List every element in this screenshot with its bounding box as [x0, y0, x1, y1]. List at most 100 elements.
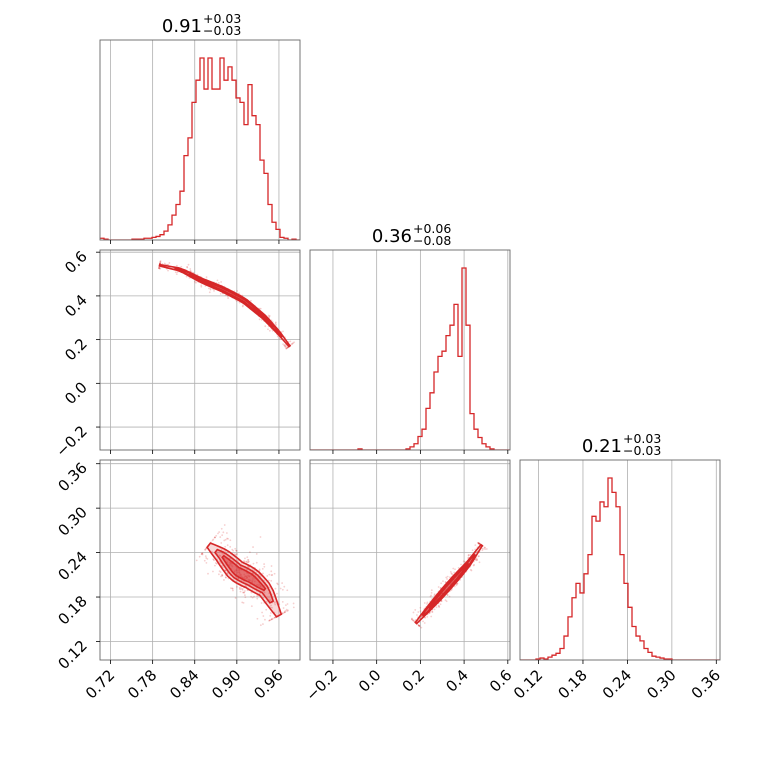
scatter-point: [229, 563, 232, 566]
scatter-point: [273, 572, 276, 575]
scatter-point: [285, 347, 288, 350]
scatter-point: [282, 607, 285, 609]
scatter-point: [477, 542, 480, 545]
scatter-point: [158, 266, 161, 269]
panel-frame: [99, 249, 301, 451]
scatter-point: [274, 587, 277, 590]
grid: [332, 250, 509, 450]
scatter-point: [241, 601, 244, 604]
contour-level-2: [427, 562, 470, 610]
scatter-point: [217, 573, 220, 576]
y-tick-label: 0.30: [54, 503, 90, 539]
scatter-point: [259, 585, 262, 588]
x-tick-label: 0.0: [355, 666, 385, 696]
scatter-point: [200, 553, 203, 556]
scatter-point: [250, 299, 252, 302]
scatter-point: [412, 611, 415, 614]
scatter-point: [272, 617, 274, 620]
scatter-point: [213, 559, 215, 562]
scatter-point: [412, 619, 415, 622]
scatter-point: [232, 589, 234, 592]
scatter-point: [281, 612, 284, 615]
scatter-point: [269, 612, 272, 614]
histogram-step-0: [100, 57, 300, 240]
scatter-point: [158, 267, 160, 270]
scatter-point: [163, 262, 166, 265]
grid: [100, 460, 300, 660]
y-tick-label: 0.24: [54, 548, 90, 584]
scatter-point: [262, 623, 264, 625]
scatter-point: [244, 590, 246, 592]
scatter-point: [251, 579, 254, 582]
scatter-point: [225, 532, 228, 534]
scatter-point: [201, 552, 203, 555]
scatter-point: [273, 616, 276, 619]
scatter-point: [220, 281, 223, 283]
title-value: 0.36: [372, 226, 412, 247]
scatter-point: [269, 619, 271, 622]
scatter-point: [433, 594, 436, 597]
scatter-point: [195, 281, 197, 284]
scatter-point: [269, 614, 272, 617]
panel-2-2: [519, 459, 721, 664]
scatter-point: [467, 556, 470, 559]
scatter-point: [274, 322, 277, 325]
scatter-point: [261, 594, 263, 597]
scatter-point: [426, 615, 429, 618]
scatter-point: [283, 344, 286, 347]
scatter-point: [234, 570, 236, 572]
scatter-point: [256, 595, 258, 597]
contours: [158, 263, 292, 348]
contours: [206, 542, 283, 618]
scatter-point: [474, 544, 477, 547]
scatter-point: [449, 576, 451, 579]
scatter-point: [229, 561, 231, 564]
scatter-point: [167, 269, 169, 272]
scatter-point: [285, 347, 288, 350]
scatter-point: [292, 602, 295, 605]
scatter-point: [231, 587, 234, 590]
scatter-point: [217, 532, 219, 535]
scatter-point: [433, 593, 436, 596]
scatter-point: [276, 335, 279, 338]
scatter-point: [284, 611, 286, 614]
scatter-point: [159, 260, 162, 263]
scatter-point: [477, 542, 480, 545]
scatter-point: [204, 555, 207, 558]
scatter-point: [251, 581, 253, 583]
scatter-point: [244, 557, 246, 560]
scatter-point: [240, 573, 242, 576]
scatter-point: [238, 574, 240, 577]
scatter-point: [205, 276, 208, 279]
scatter-point: [175, 273, 178, 276]
scatter-point: [230, 562, 232, 565]
scatter-point: [237, 577, 240, 580]
scatter-point: [269, 599, 272, 602]
scatter-point: [235, 569, 238, 572]
scatter-point: [214, 564, 216, 567]
scatter-point: [219, 292, 222, 295]
scatter-point: [485, 548, 488, 550]
scatter-point: [282, 343, 285, 345]
scatter-point: [283, 611, 286, 614]
scatter-point: [472, 564, 475, 567]
scatter-point: [224, 576, 227, 578]
scatter-point: [279, 587, 282, 590]
x-tick-label: 0.4: [442, 666, 472, 696]
title-minus-error: −0.03: [203, 23, 241, 38]
scatter-point: [244, 575, 247, 578]
panel-frame: [99, 459, 301, 661]
scatter-point: [224, 569, 227, 572]
scatter-point: [240, 575, 243, 578]
scatter-point: [284, 610, 287, 612]
scatter-point: [412, 619, 414, 622]
scatter-point: [424, 616, 426, 619]
scatter-point: [201, 553, 204, 556]
scatter-point: [250, 605, 253, 608]
scatter-point: [255, 571, 258, 574]
scatter-point: [239, 590, 242, 593]
scatter-point: [429, 595, 432, 598]
scatter-point: [270, 574, 273, 577]
scatter-point: [242, 560, 245, 563]
